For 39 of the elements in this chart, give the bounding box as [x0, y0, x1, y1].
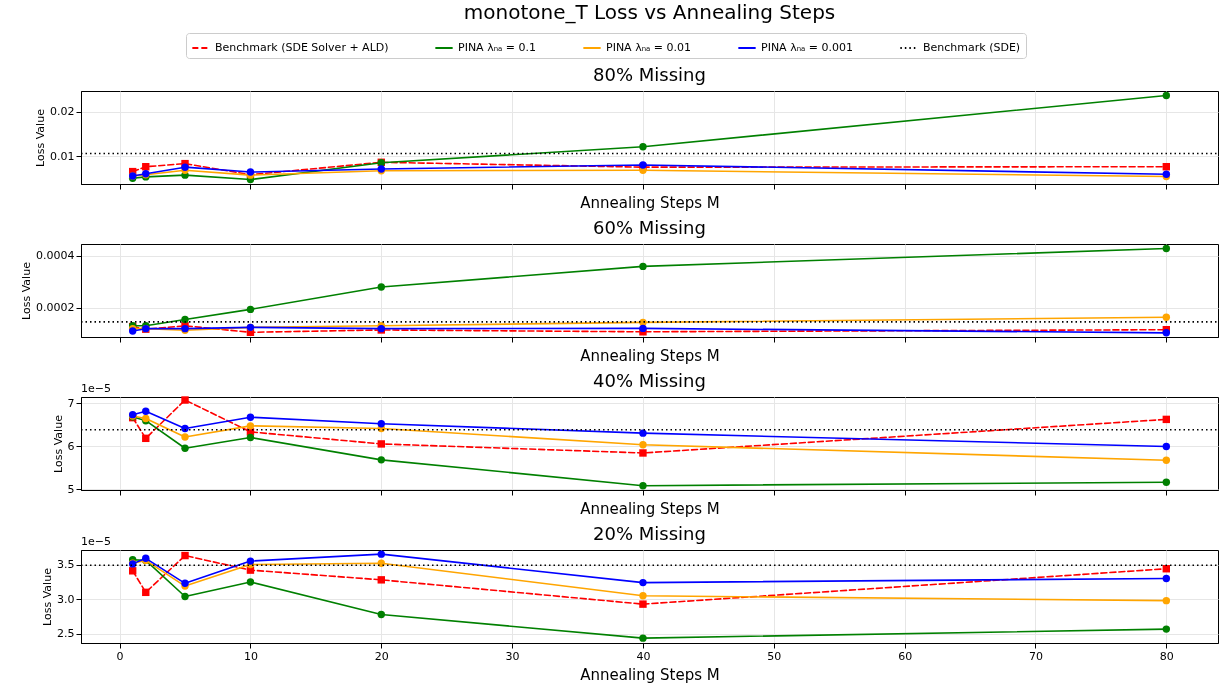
x-tick-label: 80	[1159, 649, 1174, 663]
x-tick-label: 60	[898, 649, 913, 663]
x-tick-label: 10	[243, 649, 258, 663]
y-tick-label: 2.5	[57, 627, 75, 641]
y-tick-label: 3.0	[57, 592, 75, 606]
x-tick-label: 0	[116, 649, 124, 663]
chart-title: 80% Missing	[593, 64, 706, 85]
y-axis-title: Loss Value	[34, 108, 48, 167]
text: 1e−5	[81, 535, 111, 548]
chart-title: 40% Missing	[593, 370, 706, 391]
legend-label: PINA λₙₐ = 0.1	[458, 41, 537, 54]
y-axis-title: Loss Value	[20, 261, 34, 320]
y-tick-label: 6	[67, 439, 75, 453]
y-tick-label: 0.02	[50, 105, 75, 119]
legend-label: PINA λₙₐ = 0.001	[761, 41, 854, 54]
x-tick-label: 30	[505, 649, 520, 663]
x-axis-title: Annealing Steps M	[580, 665, 720, 684]
y-axis-title: Loss Value	[51, 414, 65, 473]
chart-title: 20% Missing	[593, 523, 706, 544]
legend-label: Benchmark (SDE Solver + ALD)	[215, 41, 389, 54]
x-axis-title: Annealing Steps M	[580, 347, 720, 365]
y-tick-label: 0.01	[50, 149, 75, 163]
text: 1e−5	[81, 382, 111, 395]
x-axis-title: Annealing Steps M	[580, 500, 720, 518]
legend-label: Benchmark (SDE)	[923, 41, 1021, 54]
x-tick-label: 50	[767, 649, 782, 663]
y-tick-label: 5	[67, 482, 75, 496]
legend-label: PINA λₙₐ = 0.01	[606, 41, 692, 54]
y-axis-title: Loss Value	[41, 567, 55, 626]
y-tick-label: 0.0002	[36, 301, 75, 315]
x-axis-title: Annealing Steps M	[580, 194, 720, 212]
chart-title: 60% Missing	[593, 217, 706, 238]
text: monotone_T Loss vs Annealing Steps	[463, 0, 836, 24]
x-tick-label: 70	[1028, 649, 1043, 663]
y-tick-label: 3.5	[57, 558, 75, 572]
x-tick-label: 20	[374, 649, 389, 663]
y-tick-label: 0.0004	[36, 249, 75, 263]
y-tick-label: 7	[67, 396, 75, 410]
x-tick-label: 40	[636, 649, 651, 663]
